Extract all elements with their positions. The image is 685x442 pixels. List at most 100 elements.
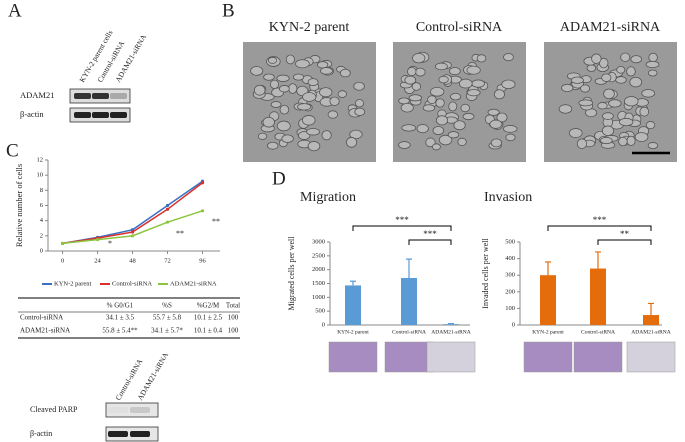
point: [60, 241, 65, 246]
cell: [281, 134, 294, 143]
cell: [496, 112, 508, 123]
cell: [411, 82, 422, 91]
cell: [292, 73, 305, 81]
lane-label: ADAM21-siRNA: [135, 350, 170, 402]
cell: [320, 67, 333, 75]
cell: [601, 112, 614, 120]
cell: [448, 101, 458, 112]
cell: [412, 53, 426, 64]
x-tick-label: 48: [129, 257, 136, 264]
cell: [624, 96, 639, 107]
cell: [501, 79, 516, 90]
row-label: Cleaved PARP: [30, 405, 78, 414]
cell: [620, 52, 631, 62]
significance-bracket: [408, 239, 452, 245]
cell: [626, 66, 636, 77]
panel-label: C: [6, 140, 19, 161]
point: [130, 234, 135, 238]
cell: [580, 84, 591, 93]
cell: [619, 117, 634, 127]
y-axis-label: Invaded cells per well: [481, 238, 490, 309]
cell: [629, 76, 643, 88]
y-tick-label: 12: [37, 156, 44, 163]
error-bar: [406, 258, 412, 278]
significance: ***: [423, 229, 437, 239]
panel-label: B: [222, 0, 235, 21]
thumbnail: [384, 341, 434, 373]
cell: [447, 131, 460, 139]
band: [110, 93, 127, 99]
cell: [570, 76, 584, 84]
cell: [608, 99, 622, 108]
cell: [434, 62, 448, 71]
cell: [279, 85, 290, 93]
x-tick-label: Control-siRNA: [392, 329, 426, 335]
cell: [490, 138, 503, 148]
y-tick-label: 1000: [312, 294, 325, 301]
cell: [398, 97, 410, 105]
cell: [262, 116, 275, 128]
table-cell: 10.1 ± 2.5: [194, 314, 223, 322]
point: [165, 207, 170, 211]
cell: [601, 125, 615, 137]
cell: [407, 66, 417, 77]
cell: [503, 125, 518, 133]
table-header: %S: [162, 302, 172, 310]
bar: [345, 285, 361, 325]
x-tick-label: ADAM21-siRNA: [431, 329, 470, 335]
cell: [450, 92, 462, 101]
band: [130, 407, 150, 413]
cell: [435, 98, 445, 108]
x-tick-label: ADAM21-siRNA: [631, 329, 670, 335]
cell: [453, 120, 466, 131]
y-tick-label: 10: [37, 172, 44, 179]
band: [92, 112, 109, 118]
significance: *: [108, 239, 112, 248]
table-cell: 34.1 ± 3.5: [106, 314, 135, 322]
cell: [295, 59, 310, 69]
significance-bracket: [547, 225, 652, 231]
cell: [626, 135, 636, 146]
cell: [471, 79, 485, 88]
error-bar: [545, 261, 551, 276]
table-header: Total: [226, 302, 240, 310]
thumbnail: [523, 341, 573, 373]
point: [200, 209, 205, 213]
cell: [307, 141, 321, 152]
y-axis-label: Migrated cells per well: [287, 236, 296, 311]
cell: [460, 103, 470, 113]
band: [108, 431, 128, 437]
y-tick-label: 8: [40, 187, 43, 194]
cell: [306, 128, 321, 136]
cell: [647, 142, 659, 150]
cell: [250, 66, 264, 76]
x-tick-label: Control-siRNA: [581, 329, 615, 335]
cell: [645, 60, 660, 69]
cell: [630, 55, 643, 64]
cell: [598, 57, 609, 69]
cell: [561, 83, 574, 93]
y-tick-label: 400: [505, 255, 515, 262]
cell: [354, 107, 366, 116]
y-tick-label: 2500: [312, 252, 325, 259]
y-tick-label: 500: [315, 308, 325, 315]
cell: [355, 99, 365, 108]
cell: [285, 54, 295, 65]
cell: [337, 90, 347, 98]
band: [110, 112, 127, 118]
y-tick-label: 3000: [312, 238, 325, 245]
error-bar: [595, 251, 601, 269]
cell: [430, 86, 445, 97]
cell: [449, 67, 461, 76]
panel-label: D: [272, 168, 286, 189]
cell: [339, 68, 351, 78]
cell: [431, 143, 441, 151]
cell: [603, 88, 615, 100]
bar: [540, 275, 556, 325]
cell: [616, 66, 626, 74]
thumbnail: [626, 341, 676, 373]
cell: [476, 54, 487, 63]
y-tick-label: 0: [512, 321, 515, 328]
y-tick-label: 100: [505, 305, 515, 312]
line: [62, 210, 203, 245]
